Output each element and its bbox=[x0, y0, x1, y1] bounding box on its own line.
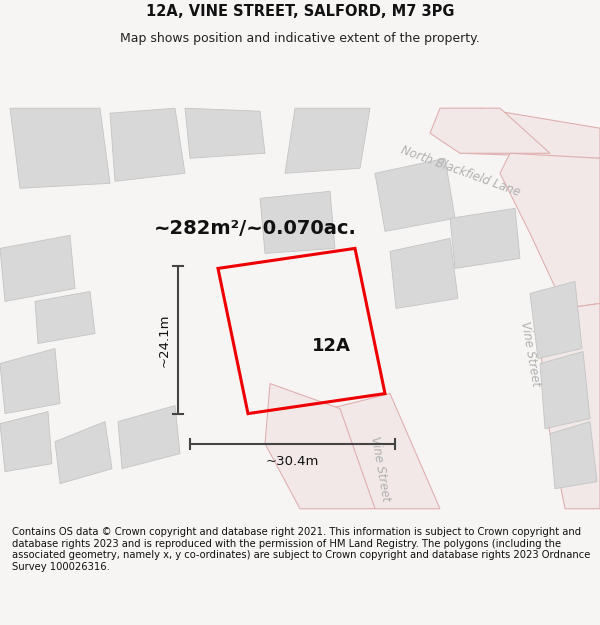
Polygon shape bbox=[330, 394, 440, 509]
Text: Vine Street: Vine Street bbox=[518, 320, 542, 387]
Polygon shape bbox=[10, 108, 110, 188]
Text: ~24.1m: ~24.1m bbox=[157, 313, 170, 367]
Text: 12A, VINE STREET, SALFORD, M7 3PG: 12A, VINE STREET, SALFORD, M7 3PG bbox=[146, 4, 454, 19]
Polygon shape bbox=[185, 108, 265, 158]
Polygon shape bbox=[450, 208, 520, 268]
Polygon shape bbox=[500, 153, 600, 309]
Text: Contains OS data © Crown copyright and database right 2021. This information is : Contains OS data © Crown copyright and d… bbox=[12, 527, 590, 572]
Polygon shape bbox=[375, 158, 455, 231]
Polygon shape bbox=[0, 349, 60, 414]
Polygon shape bbox=[540, 351, 590, 429]
Text: ~282m²/~0.070ac.: ~282m²/~0.070ac. bbox=[154, 219, 356, 238]
Polygon shape bbox=[55, 422, 112, 484]
Polygon shape bbox=[390, 238, 458, 309]
Polygon shape bbox=[550, 422, 597, 489]
Polygon shape bbox=[0, 236, 75, 301]
Polygon shape bbox=[260, 191, 335, 253]
Polygon shape bbox=[460, 108, 600, 158]
Polygon shape bbox=[0, 412, 52, 472]
Polygon shape bbox=[540, 304, 600, 509]
Polygon shape bbox=[265, 384, 375, 509]
Text: Map shows position and indicative extent of the property.: Map shows position and indicative extent… bbox=[120, 32, 480, 45]
Text: Vine Street: Vine Street bbox=[368, 435, 392, 502]
Text: 12A: 12A bbox=[312, 337, 351, 355]
Polygon shape bbox=[530, 281, 582, 359]
Text: North Blackfield Lane: North Blackfield Lane bbox=[398, 144, 521, 199]
Text: ~30.4m: ~30.4m bbox=[266, 455, 319, 468]
Polygon shape bbox=[430, 108, 550, 153]
Polygon shape bbox=[118, 406, 180, 469]
Polygon shape bbox=[35, 291, 95, 344]
Polygon shape bbox=[110, 108, 185, 181]
Polygon shape bbox=[285, 108, 370, 173]
